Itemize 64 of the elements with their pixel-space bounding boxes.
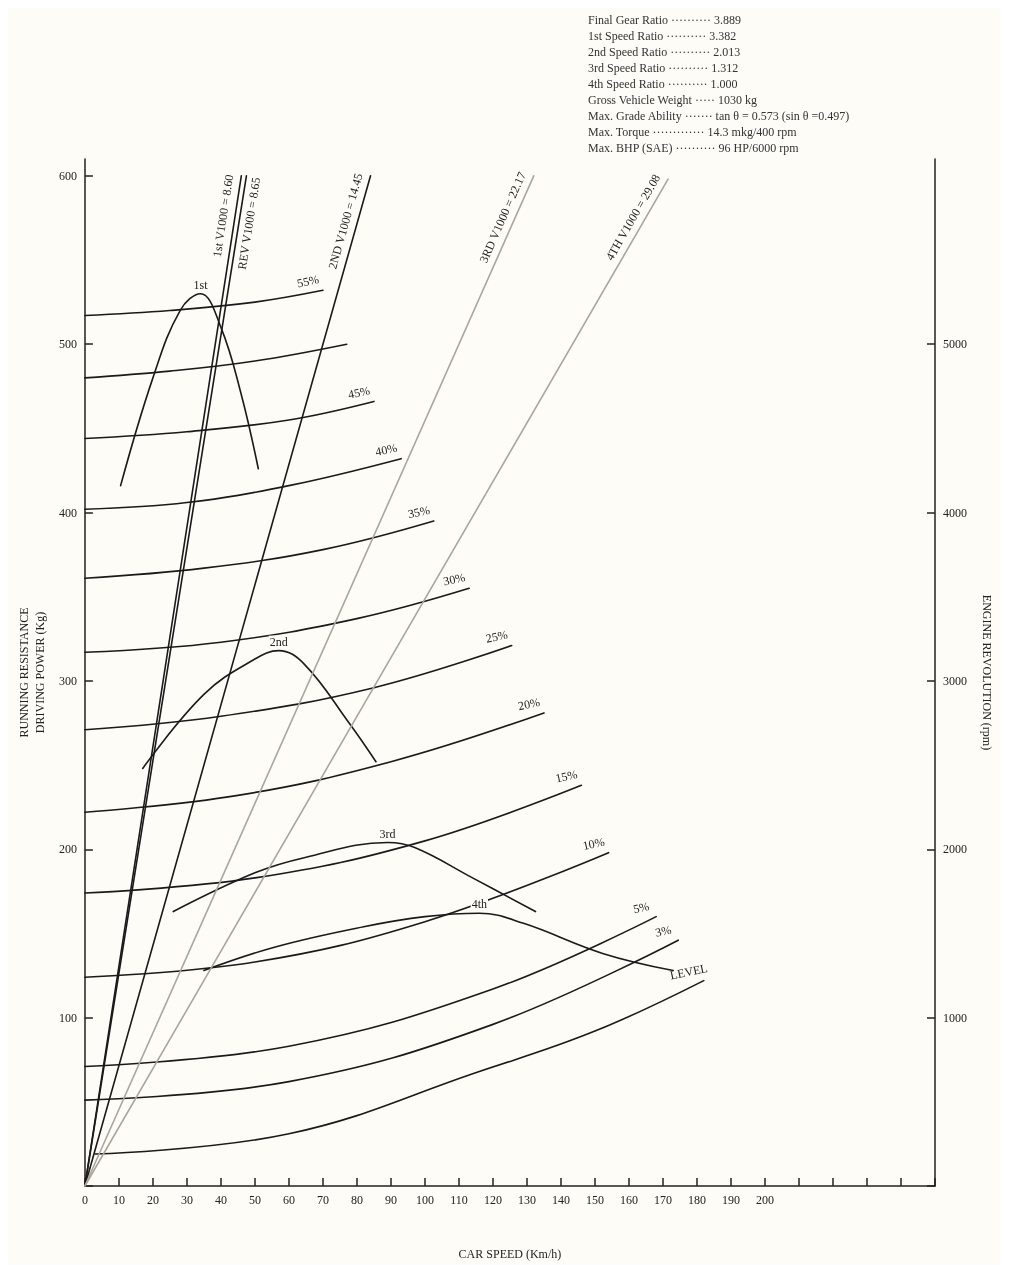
text: Max. BHP (SAE) ·········· 96 HP/6000 rpm bbox=[588, 141, 800, 155]
text: Max. Torque ············· 14.3 mkg/400 rpm bbox=[588, 125, 798, 139]
x-tick-label: 80 bbox=[350, 1193, 363, 1207]
text: 10% bbox=[581, 834, 606, 853]
x-tick-label: 150 bbox=[585, 1193, 604, 1207]
x-tick-label: 60 bbox=[282, 1193, 295, 1207]
x-tick-label: 130 bbox=[517, 1193, 536, 1207]
text: 5% bbox=[631, 899, 651, 917]
y2-tick-label: 5000 bbox=[943, 337, 967, 352]
text: 1st V1000 = 8.60 bbox=[209, 173, 237, 258]
x-tick-label: 190 bbox=[721, 1193, 740, 1207]
y2-tick-label: 3000 bbox=[943, 673, 967, 688]
x-tick-label: 140 bbox=[551, 1193, 570, 1207]
y-tick-label: 200 bbox=[58, 842, 77, 857]
y2-tick-label: 4000 bbox=[943, 505, 967, 520]
text: REV V1000 = 8.65 bbox=[234, 176, 264, 271]
y-tick-label: 300 bbox=[58, 673, 77, 688]
text: 2nd Speed Ratio ·········· 2.013 bbox=[588, 45, 741, 59]
x-tick-label: 170 bbox=[653, 1193, 672, 1207]
x-tick-label: 40 bbox=[214, 1193, 227, 1207]
text: LEVEL bbox=[668, 960, 709, 983]
series-label: 2nd bbox=[269, 634, 288, 649]
y-axis-title: RUNNING RESISTANCE DRIVING POWER (Kg) bbox=[17, 607, 47, 738]
x-tick-label: 110 bbox=[450, 1193, 468, 1207]
text: 25% bbox=[484, 627, 509, 646]
x-tick-label: 50 bbox=[248, 1193, 261, 1207]
text: 4th Speed Ratio ·········· 1.000 bbox=[588, 77, 738, 91]
series-label: 1st bbox=[193, 277, 209, 292]
x-tick-label: 160 bbox=[619, 1193, 638, 1207]
x-tick-label: 30 bbox=[180, 1193, 193, 1207]
x-tick-label: 0 bbox=[81, 1193, 88, 1207]
x-tick-label: 200 bbox=[755, 1193, 774, 1207]
series-label: 3rd bbox=[379, 826, 396, 841]
x-tick-label: 10 bbox=[112, 1193, 125, 1207]
text: Gross Vehicle Weight ····· 1030 kg bbox=[588, 93, 757, 107]
y-tick-label: 400 bbox=[58, 505, 77, 520]
text: 20% bbox=[516, 694, 542, 714]
y2-tick-label: 2000 bbox=[943, 842, 967, 857]
y2-tick-label: 1000 bbox=[943, 1010, 967, 1025]
y-tick-label: 100 bbox=[58, 1010, 77, 1025]
x-tick-label: 90 bbox=[384, 1193, 397, 1207]
text: 3rd Speed Ratio ·········· 1.312 bbox=[588, 61, 739, 75]
y2-axis-title: ENGINE REVOLUTION (rpm) bbox=[980, 594, 994, 751]
text: 55% bbox=[295, 272, 321, 291]
x-tick-label: 100 bbox=[415, 1193, 434, 1207]
text: 35% bbox=[406, 502, 432, 522]
x-tick-label: 20 bbox=[146, 1193, 159, 1207]
x-tick-label: 70 bbox=[316, 1193, 329, 1207]
x-tick-label: 180 bbox=[687, 1193, 706, 1207]
text: 3% bbox=[654, 922, 673, 940]
text: 3RD V1000 = 22.17 bbox=[476, 169, 529, 265]
text: 1st Speed Ratio ·········· 3.382 bbox=[588, 29, 737, 43]
text: Final Gear Ratio ·········· 3.889 bbox=[588, 13, 741, 27]
text: 30% bbox=[442, 570, 467, 589]
y-tick-label: 500 bbox=[58, 337, 77, 352]
x-tick-label: 120 bbox=[483, 1193, 502, 1207]
y-tick-label: 600 bbox=[58, 168, 77, 183]
text: 2ND V1000 = 14.45 bbox=[325, 171, 366, 271]
text: 15% bbox=[554, 767, 579, 786]
text: 45% bbox=[346, 383, 372, 402]
series-label: 4th bbox=[471, 897, 488, 912]
text: 40% bbox=[373, 440, 399, 459]
x-axis-title: CAR SPEED (Km/h) bbox=[458, 1247, 562, 1261]
text: Max. Grade Ability ······· tan θ = 0.573 (sin θ =0.497) bbox=[588, 109, 850, 123]
